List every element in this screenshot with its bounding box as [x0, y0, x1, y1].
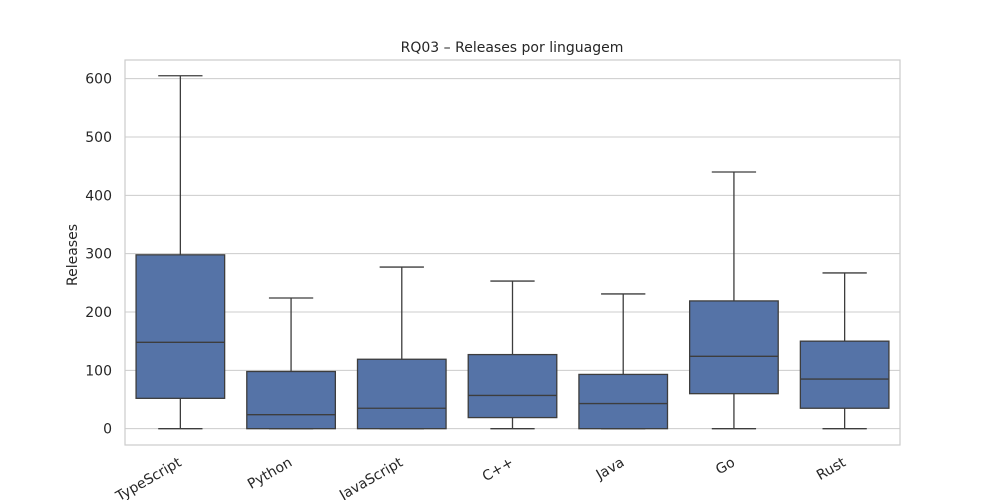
x-tick-label: TypeScript	[112, 454, 184, 500]
box-iqr	[467, 353, 558, 419]
plot-frame	[124, 59, 901, 446]
x-tick-label: JavaScript	[336, 454, 406, 500]
x-tick-label: Go	[713, 455, 738, 479]
x-tick-label: Python	[245, 455, 295, 493]
y-tick-label: 400	[85, 188, 112, 204]
x-tick-label: C++	[480, 455, 517, 485]
chart-title: RQ03 – Releases por linguagem	[401, 40, 624, 56]
y-tick-label: 600	[85, 72, 112, 88]
box-iqr	[356, 358, 447, 430]
box-group	[246, 297, 337, 430]
y-tick-label: 300	[85, 247, 112, 263]
box-iqr	[578, 373, 669, 430]
box-group	[578, 293, 669, 430]
boxes-layer	[135, 75, 890, 430]
x-tick-label: Java	[593, 455, 627, 484]
box-group	[135, 75, 226, 430]
box-iqr	[246, 370, 337, 430]
y-tick-label: 0	[103, 422, 112, 438]
y-tick-label: 100	[85, 363, 112, 379]
box-group	[799, 272, 890, 430]
y-tick-label: 500	[85, 130, 112, 146]
box-iqr	[799, 340, 890, 409]
box-group	[688, 171, 779, 430]
box-iqr	[135, 254, 226, 399]
x-tick-label: Rust	[814, 454, 849, 483]
y-tick-label: 200	[85, 305, 112, 321]
box-group	[356, 266, 447, 430]
box-iqr	[688, 300, 779, 395]
y-axis-label: Releases	[65, 224, 81, 286]
box-group	[467, 280, 558, 430]
